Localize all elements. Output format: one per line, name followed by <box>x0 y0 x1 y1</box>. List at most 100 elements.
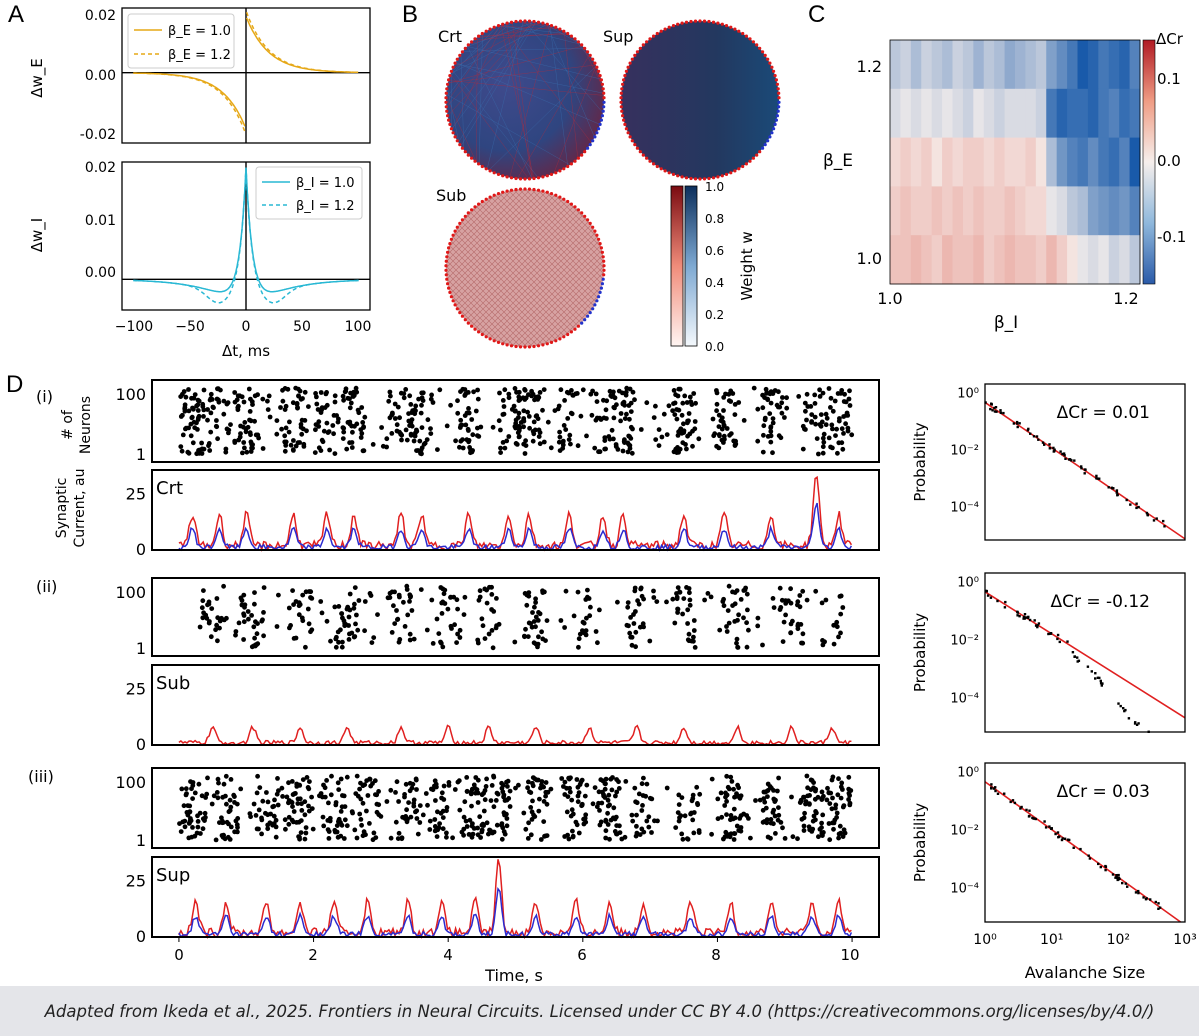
network-sup: Sup <box>603 19 781 181</box>
raster-spike <box>624 411 629 417</box>
heatmap-cell <box>1108 137 1120 187</box>
avalanche-point <box>1115 489 1119 492</box>
raster-spike <box>830 445 835 451</box>
raster-spike <box>732 402 738 407</box>
raster-spike <box>601 397 606 403</box>
raster-spike <box>257 785 263 790</box>
raster-spike <box>525 634 531 639</box>
raster-spike <box>484 600 490 606</box>
avalanche-point <box>1044 826 1048 829</box>
raster-spike <box>466 410 472 416</box>
avalanche-point <box>1115 491 1118 494</box>
network-node <box>545 22 549 26</box>
network-sub: Sub <box>436 186 606 349</box>
raster-spike <box>256 807 262 813</box>
raster-spike <box>686 631 692 637</box>
raster-spike <box>737 816 743 821</box>
network-node <box>541 189 545 193</box>
raster-spike <box>346 623 351 628</box>
network-node <box>449 127 453 131</box>
raster-spike <box>232 390 238 395</box>
network-node <box>772 127 776 131</box>
raster-spike <box>205 602 210 608</box>
raster-spike <box>475 800 481 805</box>
avalanche-point <box>1095 474 1098 478</box>
raster-spike <box>428 431 434 436</box>
network-node <box>447 286 451 290</box>
network-node <box>599 118 604 122</box>
raster-spike <box>489 592 495 597</box>
raster-spike <box>286 429 292 435</box>
network-node <box>523 19 527 23</box>
raster-spike <box>635 598 640 604</box>
raster-spike <box>323 391 329 397</box>
network-node <box>667 171 671 175</box>
raster-spike <box>388 835 394 841</box>
raster-spike <box>437 387 443 393</box>
raster-spike <box>731 837 737 842</box>
raster-spike <box>204 791 210 797</box>
raster-spike <box>306 803 311 809</box>
raster-spike <box>797 593 803 598</box>
raster-spike <box>666 403 672 409</box>
raster-spike <box>356 598 362 603</box>
network-node <box>455 225 459 229</box>
current-ytick-25: 25 <box>126 679 146 698</box>
network-node <box>601 277 605 281</box>
heatmap-cell <box>1015 186 1026 236</box>
raster-spike <box>403 427 409 433</box>
network-node <box>501 22 505 26</box>
raster-spike <box>479 822 485 828</box>
raster-spike <box>404 587 410 592</box>
raster-spike <box>684 836 690 842</box>
network-node <box>761 146 765 150</box>
network-edge <box>455 63 603 94</box>
raster-spike <box>516 394 522 400</box>
raster-spike <box>516 398 522 403</box>
avalanche-point <box>1137 722 1140 725</box>
network-node <box>460 146 464 150</box>
raster-spike <box>507 788 513 794</box>
raster-spike <box>695 802 701 808</box>
raster-spike <box>802 426 807 432</box>
network-node <box>737 29 741 33</box>
raster-spike <box>344 446 350 452</box>
raster-spike <box>807 801 812 807</box>
current-ytick-0: 0 <box>136 540 146 559</box>
raster-spike <box>419 402 424 408</box>
raster-spike <box>313 391 318 396</box>
network-node <box>751 40 756 44</box>
raster-spike <box>300 396 305 401</box>
raster-spike <box>190 783 196 788</box>
raster-spike <box>395 404 401 410</box>
d-xtick-3: 6 <box>577 946 587 964</box>
raster-spike <box>705 591 711 596</box>
raster-spike <box>251 801 257 807</box>
raster-spike <box>261 585 267 590</box>
raster-spike <box>339 644 345 650</box>
heatmap-cell <box>1035 88 1047 138</box>
network-node <box>523 187 527 191</box>
raster-spike <box>274 431 280 437</box>
raster-spike <box>521 408 527 414</box>
network-node <box>595 299 599 303</box>
raster-spike <box>776 389 781 395</box>
network-node <box>509 344 514 348</box>
raster-spike <box>260 446 266 451</box>
network-node <box>602 96 606 100</box>
raster-spike <box>436 631 442 636</box>
raster-spike <box>490 645 496 651</box>
panel-label-b: B <box>402 1 418 28</box>
raster-spike <box>189 415 195 421</box>
avalanche-point <box>1080 467 1083 470</box>
network-node <box>518 187 523 191</box>
raster-spike <box>455 606 460 612</box>
network-edge <box>461 22 536 146</box>
raster-spike <box>715 796 721 802</box>
raster-spike <box>297 388 303 394</box>
network-node <box>558 169 562 173</box>
heatmap-cell <box>952 186 964 236</box>
